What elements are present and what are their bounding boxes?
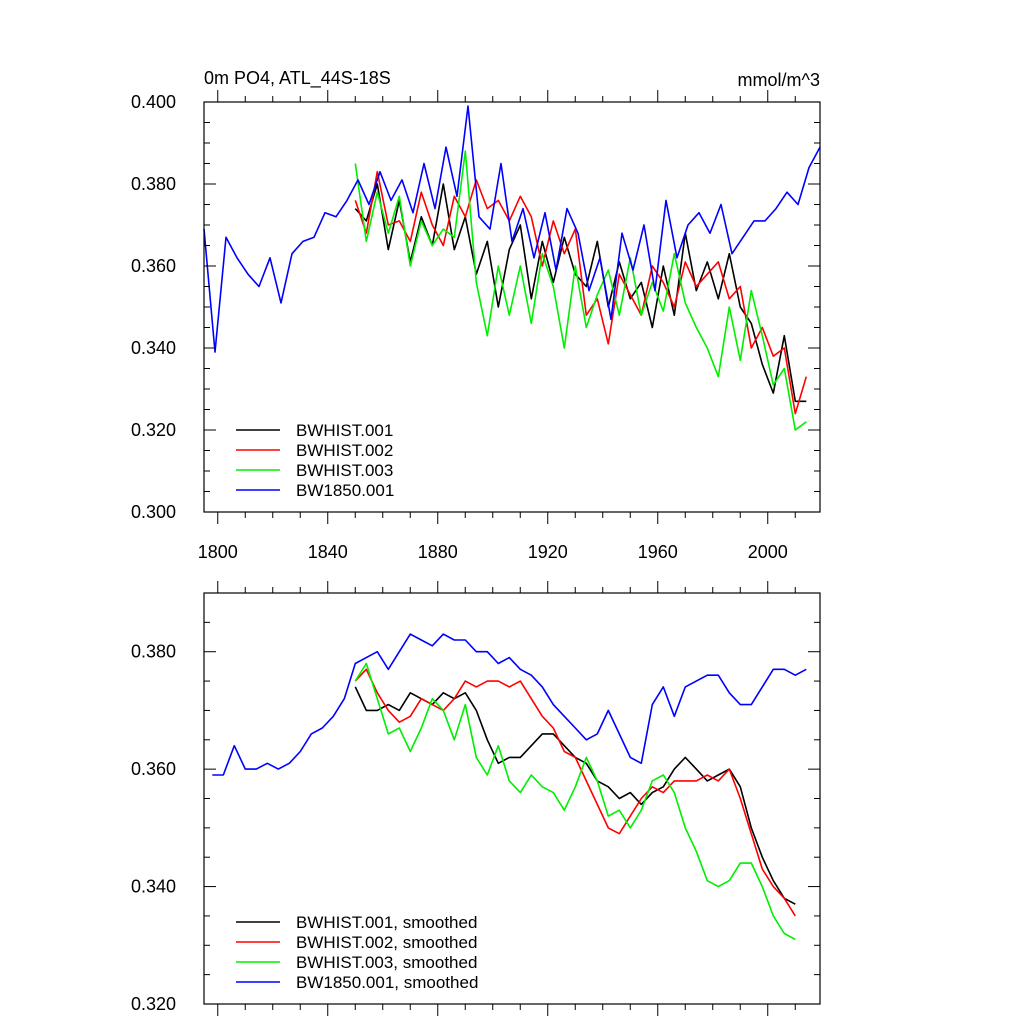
top-x-tick-label: 1880	[418, 542, 458, 562]
top-series-line-2	[354, 170, 808, 415]
bottom-legend-label-3: BWHIST.003, smoothed	[296, 953, 477, 972]
top-y-tick-label: 0.320	[131, 420, 176, 440]
top-y-tick-label: 0.340	[131, 338, 176, 358]
top-x-tick-label: 1960	[638, 542, 678, 562]
bottom-y-tick-labels: 0.320 0.340 0.360 0.380	[131, 642, 176, 1014]
top-y-tick-labels: 0.300 0.320 0.340 0.360 0.380 0.400	[131, 92, 176, 522]
top-legend-label-4: BW1850.001	[296, 481, 394, 500]
bottom-series-line-3	[354, 662, 796, 941]
top-chart-title: 0m PO4, ATL_44S-18S	[204, 68, 391, 89]
top-y-tick-label: 0.360	[131, 256, 176, 276]
top-x-tick-label: 1920	[528, 542, 568, 562]
top-chart-units: mmol/m^3	[738, 70, 820, 90]
bottom-panel: 0.320 0.340 0.360 0.380 BWHIST.001, smoothe…	[131, 581, 821, 1016]
bottom-legend-label-2: BWHIST.002, smoothed	[296, 933, 477, 952]
top-y-tick-label: 0.300	[131, 502, 176, 522]
bottom-y-tick-label: 0.340	[131, 877, 176, 897]
top-legend-label-1: BWHIST.001	[296, 421, 393, 440]
bottom-series-line-2	[354, 668, 796, 917]
bottom-legend-label-1: BWHIST.001, smoothed	[296, 913, 477, 932]
top-lines	[203, 105, 821, 431]
bottom-series-line-1	[354, 686, 796, 905]
top-series-line-3	[354, 150, 807, 431]
bottom-y-tick-label: 0.380	[131, 642, 176, 662]
bottom-y-tick-label: 0.320	[131, 994, 176, 1014]
top-panel: 0m PO4, ATL_44S-18S mmol/m^3 0.3000.3200…	[131, 68, 821, 562]
top-x-tick-label: 2000	[748, 542, 788, 562]
top-series-line-4	[203, 105, 821, 353]
top-legend-label-3: BWHIST.003	[296, 461, 393, 480]
bottom-ticks	[204, 581, 820, 1016]
bottom-lines	[212, 633, 807, 941]
top-legend-label-2: BWHIST.002	[296, 441, 393, 460]
top-y-tick-label: 0.400	[131, 92, 176, 112]
top-x-tick-labels: 1800 1840 1880 1920 1960 2000	[198, 542, 788, 562]
bottom-legend-label-4: BW1850.001, smoothed	[296, 973, 478, 992]
bottom-y-tick-label: 0.360	[131, 759, 176, 779]
bottom-series-line-4	[212, 633, 807, 776]
top-y-tick-label: 0.380	[131, 174, 176, 194]
top-x-tick-label: 1840	[308, 542, 348, 562]
top-x-tick-label: 1800	[198, 542, 238, 562]
top-ticks	[204, 90, 820, 524]
